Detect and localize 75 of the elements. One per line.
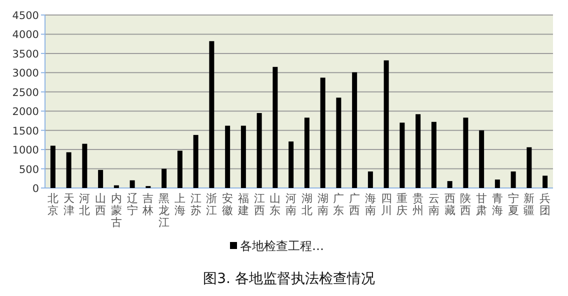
bar xyxy=(479,130,484,188)
x-tick-label: 兵团 xyxy=(540,192,551,217)
bar xyxy=(304,118,310,188)
x-tick-label: 湖北 xyxy=(301,192,312,217)
legend-label: 各地检查工程… xyxy=(240,239,324,253)
y-tick-label: 3000 xyxy=(12,68,39,80)
bar xyxy=(66,152,72,188)
x-tick-label: 福建 xyxy=(236,192,249,217)
x-tick-label: 黑龙江 xyxy=(158,192,170,229)
bar xyxy=(272,66,278,188)
x-tick-label: 广西 xyxy=(349,192,360,217)
x-tick-label: 安徽 xyxy=(222,192,234,217)
x-tick-label: 甘肃 xyxy=(476,192,488,217)
bar xyxy=(384,60,389,188)
x-tick-label: 山东 xyxy=(270,192,281,217)
bar xyxy=(288,141,294,188)
bar xyxy=(368,171,373,188)
bar xyxy=(400,122,405,188)
x-tick-label: 重庆 xyxy=(396,192,408,217)
bar xyxy=(542,176,548,188)
x-tick-label: 西藏 xyxy=(444,192,456,217)
bar xyxy=(526,147,532,188)
x-tick-label: 辽宁 xyxy=(126,192,138,217)
y-tick-label: 4500 xyxy=(12,10,39,22)
x-tick-label: 江西 xyxy=(254,192,265,217)
x-tick-label: 河北 xyxy=(79,192,90,217)
bar xyxy=(256,113,262,188)
bar xyxy=(114,185,119,188)
y-tick-label: 4000 xyxy=(12,29,39,42)
bar xyxy=(431,122,436,188)
bar xyxy=(240,126,246,188)
y-tick-label: 1000 xyxy=(12,144,39,157)
bar xyxy=(50,146,56,188)
bar xyxy=(463,118,468,188)
bar xyxy=(162,168,167,188)
bar xyxy=(225,126,230,188)
x-tick-label: 云南 xyxy=(428,192,440,217)
y-tick-label: 0 xyxy=(32,183,39,195)
bar xyxy=(130,180,135,188)
bar xyxy=(416,114,421,188)
x-tick-label: 天津 xyxy=(63,192,74,217)
bar xyxy=(82,144,88,188)
x-tick-label: 山西 xyxy=(95,192,106,217)
x-tick-label: 宁夏 xyxy=(508,192,519,217)
y-tick-label: 2000 xyxy=(12,106,39,118)
bar xyxy=(98,170,104,188)
bar xyxy=(320,78,326,188)
bar xyxy=(352,72,358,188)
bar xyxy=(510,171,516,188)
y-tick-label: 1500 xyxy=(12,125,39,138)
bar xyxy=(193,134,198,188)
x-tick-label: 湖南 xyxy=(317,192,328,217)
bar xyxy=(177,150,182,188)
y-tick-label: 3500 xyxy=(12,48,39,60)
x-tick-label: 内蒙古 xyxy=(110,192,122,229)
x-tick-label: 陕西 xyxy=(460,192,472,217)
y-tick-label: 500 xyxy=(18,164,39,176)
x-tick-label: 浙江 xyxy=(206,192,218,217)
bar xyxy=(447,181,452,188)
bar xyxy=(494,180,500,188)
x-tick-label: 北京 xyxy=(47,192,58,217)
x-tick-label: 青海 xyxy=(492,192,503,217)
x-tick-label: 河南 xyxy=(286,192,297,217)
x-tick-label: 广东 xyxy=(333,192,344,217)
bar xyxy=(336,98,342,188)
x-tick-label: 吉林 xyxy=(142,192,154,217)
x-tick-label: 海南 xyxy=(364,192,376,217)
x-tick-label: 四川 xyxy=(380,192,392,217)
y-tick-label: 2500 xyxy=(12,86,39,99)
text: 图3. 各地监督执法检查情况 xyxy=(203,271,375,287)
x-tick-label: 江苏 xyxy=(190,192,202,217)
x-tick-label: 上海 xyxy=(174,192,186,217)
x-tick-label: 新疆 xyxy=(524,192,535,217)
x-tick-label: 贵州 xyxy=(412,192,424,217)
bar xyxy=(209,41,214,188)
